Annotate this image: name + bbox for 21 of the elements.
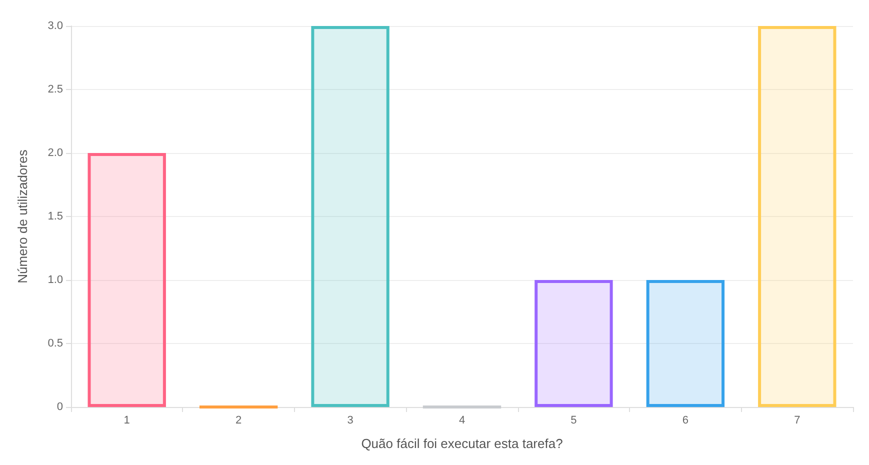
x-axis-title: Quão fácil foi executar esta tarefa? — [361, 436, 563, 451]
y-tick-label: 1.5 — [48, 210, 63, 222]
x-tick-label: 2 — [236, 414, 242, 426]
x-tick-label: 1 — [124, 414, 130, 426]
x-tick-label: 4 — [458, 414, 466, 426]
y-tick-label: 0.5 — [48, 338, 63, 350]
y-tick-label: 2.5 — [48, 84, 63, 96]
y-tick-label: 1.0 — [48, 274, 63, 286]
x-tick-label: 6 — [682, 414, 688, 426]
bar — [646, 280, 725, 407]
y-tick-label: 3.0 — [48, 20, 63, 32]
x-tick-label: 3 — [347, 414, 354, 426]
bar — [311, 26, 390, 407]
bar — [758, 26, 836, 407]
bar — [88, 153, 166, 407]
y-axis-title: Número de utilizadores — [15, 149, 30, 284]
y-tick-label: 0 — [56, 401, 63, 413]
bar — [534, 280, 613, 407]
x-tick-label: 7 — [794, 414, 800, 426]
y-tick-label: 2.0 — [48, 147, 63, 159]
x-tick-label: 5 — [570, 414, 577, 426]
